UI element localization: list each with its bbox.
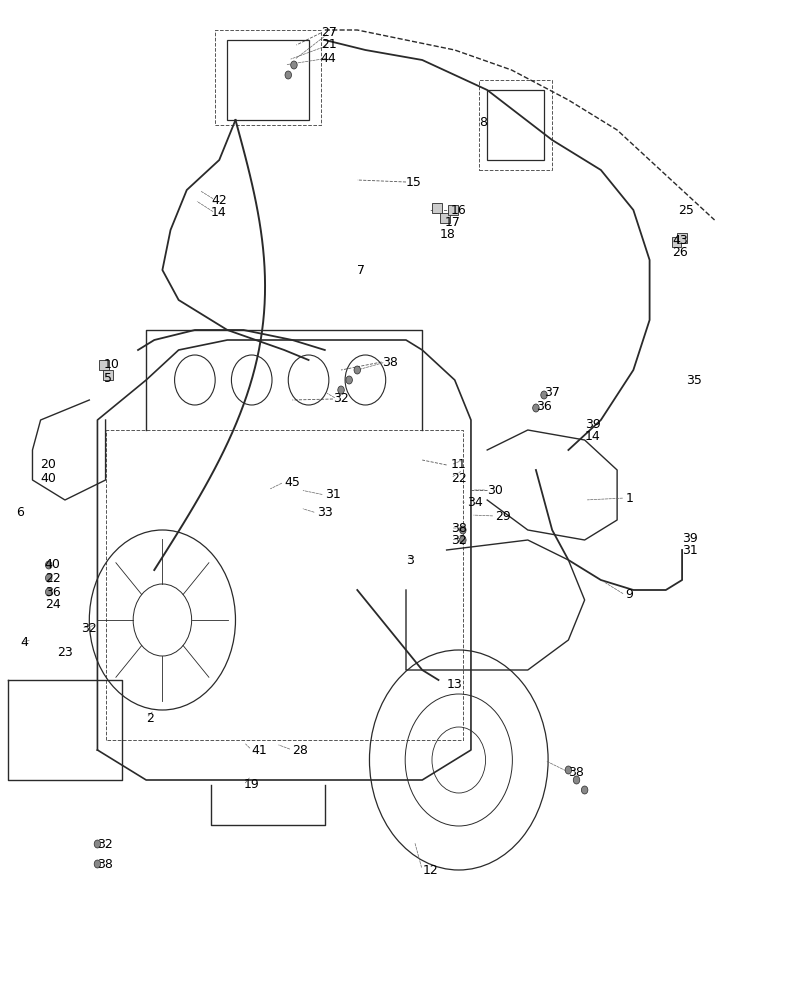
Circle shape bbox=[285, 71, 291, 79]
Circle shape bbox=[540, 391, 547, 399]
Text: 23: 23 bbox=[57, 647, 72, 660]
Text: 12: 12 bbox=[422, 863, 437, 876]
Text: 19: 19 bbox=[243, 778, 259, 792]
Text: 9: 9 bbox=[624, 588, 633, 601]
Text: 38: 38 bbox=[97, 858, 114, 871]
Text: 24: 24 bbox=[45, 598, 60, 611]
Text: 8: 8 bbox=[478, 115, 487, 128]
Text: 27: 27 bbox=[320, 26, 337, 39]
Text: 2: 2 bbox=[146, 712, 154, 724]
Circle shape bbox=[45, 561, 52, 569]
Text: 36: 36 bbox=[535, 399, 551, 412]
Text: 11: 11 bbox=[450, 458, 466, 472]
Text: 18: 18 bbox=[439, 228, 455, 240]
Text: 32: 32 bbox=[97, 838, 113, 852]
Circle shape bbox=[459, 526, 466, 534]
Text: 37: 37 bbox=[543, 386, 560, 399]
Text: 38: 38 bbox=[568, 766, 584, 778]
Bar bbox=[103, 370, 113, 380]
Text: 45: 45 bbox=[284, 476, 300, 488]
Circle shape bbox=[573, 776, 579, 784]
Circle shape bbox=[459, 536, 466, 544]
Text: 3: 3 bbox=[406, 554, 414, 566]
Text: 26: 26 bbox=[672, 245, 687, 258]
Circle shape bbox=[94, 840, 101, 848]
Text: 33: 33 bbox=[316, 506, 332, 520]
Text: 38: 38 bbox=[450, 522, 466, 534]
Text: 43: 43 bbox=[672, 233, 687, 246]
Text: 25: 25 bbox=[677, 204, 693, 217]
Text: 36: 36 bbox=[45, 585, 60, 598]
Text: 13: 13 bbox=[446, 678, 461, 692]
Bar bbox=[487, 90, 543, 160]
Text: 34: 34 bbox=[466, 496, 482, 510]
Text: 39: 39 bbox=[584, 418, 599, 432]
Text: 14: 14 bbox=[584, 430, 599, 444]
Text: 40: 40 bbox=[41, 472, 57, 485]
Bar bbox=[676, 233, 686, 243]
Circle shape bbox=[564, 766, 571, 774]
Bar bbox=[448, 205, 457, 215]
Text: 31: 31 bbox=[681, 544, 697, 556]
Bar bbox=[431, 203, 441, 213]
Circle shape bbox=[337, 386, 344, 394]
Bar bbox=[99, 360, 109, 370]
Circle shape bbox=[581, 786, 587, 794]
Text: 30: 30 bbox=[487, 484, 503, 496]
Bar bbox=[671, 237, 680, 247]
Bar bbox=[227, 40, 308, 120]
Bar bbox=[440, 213, 449, 223]
Text: 31: 31 bbox=[324, 488, 340, 502]
Text: 39: 39 bbox=[681, 532, 697, 544]
Text: 7: 7 bbox=[357, 263, 365, 276]
Text: 21: 21 bbox=[320, 38, 336, 51]
Text: 35: 35 bbox=[685, 373, 702, 386]
Text: 16: 16 bbox=[450, 204, 466, 217]
Text: 32: 32 bbox=[333, 392, 348, 406]
Text: 5: 5 bbox=[104, 371, 112, 384]
Circle shape bbox=[354, 366, 360, 374]
Text: 28: 28 bbox=[292, 744, 308, 756]
Text: 42: 42 bbox=[211, 194, 226, 207]
Text: 17: 17 bbox=[444, 216, 461, 229]
Circle shape bbox=[45, 574, 52, 582]
Text: 41: 41 bbox=[251, 744, 267, 756]
Text: 6: 6 bbox=[16, 506, 24, 520]
Text: 10: 10 bbox=[104, 359, 120, 371]
Bar bbox=[215, 30, 320, 125]
Text: 22: 22 bbox=[450, 472, 466, 485]
Text: 4: 4 bbox=[20, 636, 28, 648]
Bar bbox=[478, 80, 551, 170]
Text: 32: 32 bbox=[450, 534, 466, 546]
Text: 1: 1 bbox=[624, 491, 633, 504]
Circle shape bbox=[532, 404, 539, 412]
Text: 20: 20 bbox=[41, 458, 57, 472]
Text: 14: 14 bbox=[211, 207, 226, 220]
Text: 22: 22 bbox=[45, 572, 60, 584]
Text: 40: 40 bbox=[45, 558, 61, 572]
Circle shape bbox=[345, 376, 352, 384]
Circle shape bbox=[45, 588, 52, 596]
Circle shape bbox=[290, 61, 297, 69]
Text: 15: 15 bbox=[406, 176, 422, 188]
Text: 38: 38 bbox=[381, 356, 397, 368]
Text: 32: 32 bbox=[81, 621, 97, 635]
Text: 44: 44 bbox=[320, 51, 336, 64]
Text: 29: 29 bbox=[495, 510, 510, 522]
Circle shape bbox=[94, 860, 101, 868]
